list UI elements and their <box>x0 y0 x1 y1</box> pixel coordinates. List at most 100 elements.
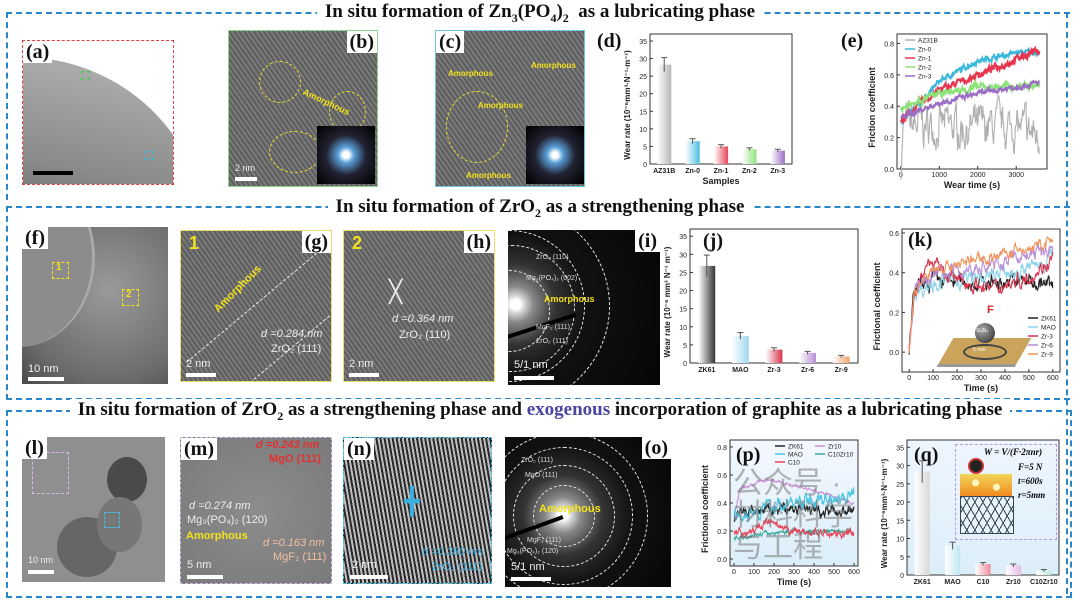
scale-label: 5/1 nm <box>514 359 548 371</box>
x-tick-label: 400 <box>999 375 1011 382</box>
phase-label: Mg₃(PO₄)₂ (120) <box>187 514 268 526</box>
substrate-lattice <box>960 496 1014 534</box>
legend-label: MAO <box>1041 325 1056 332</box>
y-tick-label: 0.6 <box>717 473 727 480</box>
x-tick-label: Zr10 <box>1006 579 1021 586</box>
track-label: 5 mm <box>973 347 986 353</box>
x-tick-label: 1000 <box>932 172 948 179</box>
x-axis-label: Samples <box>702 176 739 186</box>
region-1-box <box>52 262 69 279</box>
title-text: In situ formation of ZrO <box>77 399 278 420</box>
y-tick-label: 30 <box>639 57 647 64</box>
lattice-fringe-marker: ╳ <box>389 279 403 304</box>
x-tick-label: MAO <box>732 367 749 374</box>
x-tick-label: C10Zr10 <box>1030 579 1058 586</box>
x-tick-label: 400 <box>808 569 820 576</box>
series-line-AZ31B <box>900 94 1040 180</box>
x-tick-label: ZK61 <box>914 579 931 586</box>
x-axis-label: Time (s) <box>777 577 811 587</box>
scale-label: 2 nm <box>186 358 211 370</box>
y-axis-label: Wear rate (10⁻⁶ mm³ N⁻¹ m⁻¹) <box>663 246 672 357</box>
chart-e: 0.0 0.2 0.4 0.6 0.8 Friction coefficient Wear … <box>867 33 1048 190</box>
title-text: incorporation of graphite as a lubricati… <box>610 399 1003 420</box>
bar-ZK61 <box>914 471 930 575</box>
panel-label-o: (o) <box>641 437 671 459</box>
phase-label: ZrO₂ (111) <box>432 561 483 573</box>
title-text: as a strengthening phase <box>541 196 745 217</box>
legend-label: AZ31B <box>918 38 938 45</box>
chart-k: 0.0 0.2 0.4 0.6 Frictional coefficient Time (… <box>872 228 1061 393</box>
title-sub: 2 <box>277 408 284 423</box>
ring-label: ZrO₂ (110) <box>536 254 569 261</box>
title-sub: 3 <box>511 10 518 25</box>
scale-bar <box>349 373 379 377</box>
force-label: F <box>987 304 994 316</box>
param-radius: r=5mm <box>1018 490 1046 500</box>
d-spacing-label: d =0.284 nm <box>261 328 323 340</box>
roi-cyan <box>145 151 154 160</box>
chart-j: 0 5 10 15 20 25 30 35 Wear rate (10⁻⁶ mm³ N⁻¹ m⁻… <box>663 228 859 374</box>
region-1-label: 1 <box>56 262 62 273</box>
panel-n-hrtem-image: ╋ d =0.280 nm ZrO₂ (111) 2 nm (n) <box>343 437 492 584</box>
y-tick-label: 30 <box>896 464 904 471</box>
bar-C10 <box>975 564 991 575</box>
panel-label-g: (g) <box>301 231 331 253</box>
scale-label: 5 nm <box>187 559 212 571</box>
y-tick-label: 15 <box>679 307 687 314</box>
y-axis-label: Frictional coefficient <box>700 465 710 553</box>
legend-label: Zn-1 <box>918 56 932 63</box>
legend-label: ZK61 <box>788 444 804 451</box>
x-tick-label: 0 <box>732 569 736 576</box>
formula: W = V/(F·2πnr) <box>984 447 1043 457</box>
amorphous-region <box>446 91 508 163</box>
y-tick-label: 35 <box>679 234 687 241</box>
ball-icon <box>975 323 995 343</box>
x-tick-label: Zn-2 <box>742 168 757 175</box>
wear-schematic-inset: W = V/(F·2πnr) F=5 N t=600s r=5mm <box>955 444 1057 540</box>
x-tick-label: ZK61 <box>698 367 715 374</box>
plot-frame <box>896 33 1048 170</box>
y-tick-label: 35 <box>896 445 904 452</box>
x-tick-label: 100 <box>748 569 760 576</box>
chart-q: 0 5 10 15 20 25 30 35 Wear rate (10⁻⁶mm³·N⁻¹·m⁻¹… <box>880 439 1060 586</box>
y-tick-label: 10 <box>639 127 647 134</box>
legend-label: Zr10 <box>828 444 842 451</box>
title-text: as a lubricating phase <box>568 1 756 22</box>
panel-m-hrtem-image: d =0.243 nm MgO (111) d =0.274 nm Mg₃(PO… <box>180 437 332 584</box>
legend-label: Zn-2 <box>918 65 932 72</box>
x-tick-label: 200 <box>768 569 780 576</box>
bar-Zn-1 <box>713 146 729 164</box>
phase-label: MgO (111) <box>269 453 321 465</box>
panel-label-l: (l) <box>22 437 47 459</box>
legend-label: Zr-9 <box>1041 352 1053 359</box>
panel-label-a: (a) <box>23 41 53 63</box>
panel-h-hrtem-image: 2 ╳ d =0.364 nm ZrO₂ (110) 2 nm (h) <box>343 230 495 382</box>
title-sub: 2 <box>535 205 542 220</box>
scale-bar <box>514 376 554 380</box>
bar-Zn-0 <box>685 141 700 164</box>
bar-Zr10 <box>1005 565 1021 575</box>
panel-label-n: (n) <box>344 438 375 460</box>
bar-C10Zr10 <box>1036 570 1052 575</box>
amorphous-label: Amorphous <box>531 61 576 70</box>
scale-label: 2 nm <box>235 163 256 173</box>
title-row2: In situ formation of ZrO2 as a strengthe… <box>0 196 1080 220</box>
panel-i-saed-pattern: ZrO₂ (110) Mg₃(PO₄)₂ (002) MgF₂ (111) Zr… <box>508 230 660 385</box>
x-tick-label: Zr-3 <box>767 367 780 374</box>
x-tick-label: 300 <box>788 569 800 576</box>
scale-label: 2 nm <box>349 358 374 370</box>
panel-p-background <box>730 440 858 566</box>
y-tick-label: 0 <box>683 361 687 368</box>
chart-p: 0.0 0.2 0.4 0.6 0.8 Frictional coefficient Tim… <box>700 439 860 587</box>
x-tick-label: 0 <box>907 375 911 382</box>
y-tick-label: 0.4 <box>717 501 727 508</box>
panel-label-f: (f) <box>22 227 48 249</box>
tribometer-inset: F Si₃N₄ 5 mm <box>936 304 1032 368</box>
title-sub: 4 <box>550 10 557 25</box>
legend-label: Zr-6 <box>1041 343 1053 350</box>
bar-ZK61 <box>698 265 716 363</box>
roi-cyan <box>104 512 120 528</box>
ring-label: ZrO₂ (111) <box>536 338 569 345</box>
x-tick-label: 3000 <box>1008 172 1024 179</box>
